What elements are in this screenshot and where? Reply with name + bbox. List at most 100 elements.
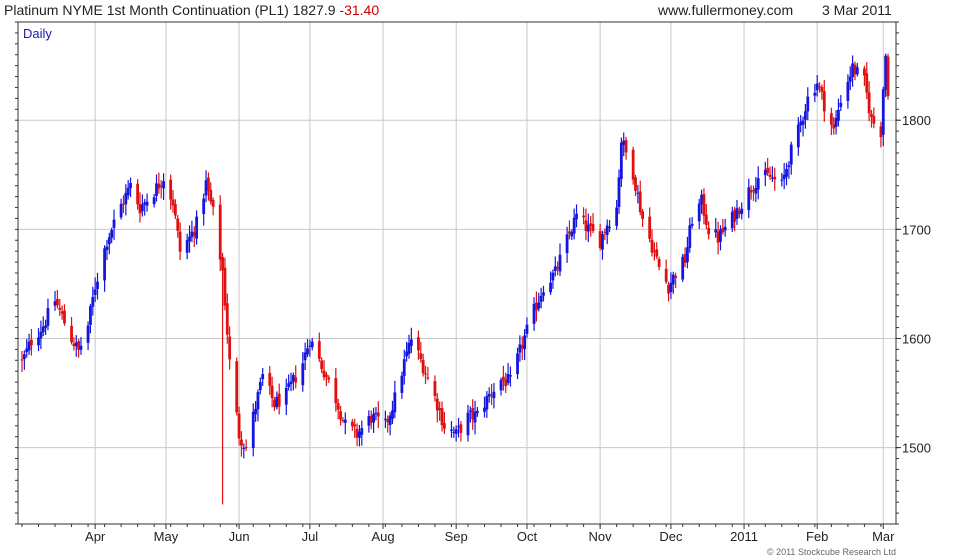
down-candle-body <box>442 423 446 429</box>
down-candle-body <box>822 91 826 112</box>
up-candle-body <box>537 302 541 309</box>
up-candle-body <box>143 202 147 205</box>
instrument-name: Platinum NYME 1st Month Continuation (PL… <box>4 2 289 18</box>
down-candle-body <box>419 353 423 360</box>
up-candle-body <box>89 306 92 325</box>
up-candle-body <box>848 76 852 82</box>
copyright-notice: © 2011 Stockcube Research Ltd <box>767 547 896 557</box>
up-candle-body <box>287 383 291 387</box>
up-candle-body <box>671 274 675 285</box>
up-candle-body <box>188 236 191 242</box>
up-candle-body <box>509 375 512 377</box>
up-candle-body <box>457 426 460 428</box>
up-candle-body <box>91 296 95 307</box>
up-candle-body <box>801 120 805 125</box>
up-candle-body <box>152 197 156 205</box>
x-tick-label: Jun <box>229 529 250 544</box>
down-candle-body <box>270 385 274 399</box>
down-candle-body <box>433 381 437 397</box>
up-candle-body <box>834 117 838 127</box>
up-candle-body <box>756 178 760 190</box>
down-candle-body <box>20 359 24 361</box>
down-candle-body <box>176 218 180 231</box>
down-candle-body <box>58 307 62 310</box>
up-candle-body <box>37 337 40 346</box>
up-candle-body <box>93 289 97 295</box>
up-candle-body <box>119 203 123 218</box>
down-candle-body <box>327 377 331 380</box>
up-candle-body <box>740 208 744 214</box>
down-candle-body <box>350 421 354 427</box>
up-candle-body <box>402 359 406 376</box>
down-candle-body <box>634 177 637 191</box>
up-candle-body <box>735 208 739 219</box>
up-candle-body <box>374 412 378 414</box>
down-candle-body <box>77 341 81 350</box>
up-candle-body <box>190 231 194 238</box>
up-candle-body <box>86 325 90 343</box>
down-candle-body <box>768 174 772 177</box>
down-candle-body <box>641 211 644 219</box>
down-candle-body <box>72 343 76 347</box>
x-tick-label: Mar <box>872 529 895 544</box>
down-candle-body <box>268 372 272 386</box>
down-candle-body <box>339 411 342 420</box>
up-candle-body <box>105 246 109 251</box>
up-candle-body <box>686 247 689 263</box>
down-candle-body <box>70 325 73 343</box>
up-candle-body <box>454 429 458 434</box>
down-candle-body <box>317 341 321 359</box>
up-candle-body <box>452 431 456 433</box>
up-candle-body <box>688 225 692 248</box>
up-candle-body <box>881 89 885 135</box>
down-candle-body <box>209 189 213 202</box>
down-candle-body <box>320 360 324 370</box>
down-candle-body <box>421 359 425 374</box>
down-candle-body <box>591 224 595 231</box>
up-candle-body <box>770 177 774 179</box>
up-candle-body <box>487 393 491 397</box>
up-candle-body <box>485 395 489 410</box>
down-candle-body <box>157 183 161 189</box>
up-candle-body <box>53 301 57 306</box>
down-candle-body <box>818 86 821 88</box>
down-candle-body <box>490 395 493 397</box>
up-candle-body <box>636 192 640 194</box>
down-candle-body <box>535 302 538 311</box>
up-candle-body <box>145 201 149 206</box>
up-candle-body <box>483 407 486 412</box>
down-candle-body <box>169 179 173 200</box>
down-candle-body <box>584 220 588 231</box>
up-candle-body <box>468 410 472 412</box>
up-candle-body <box>360 428 364 435</box>
up-candle-body <box>542 292 545 296</box>
down-candle-body <box>353 424 357 427</box>
y-tick-label: 1800 <box>902 113 931 128</box>
down-candle-body <box>171 199 175 206</box>
down-candle-body <box>853 64 857 75</box>
down-candle-body <box>737 210 741 215</box>
down-candle-body <box>355 429 359 438</box>
down-candle-body <box>30 339 33 346</box>
up-candle-body <box>575 213 578 220</box>
up-candle-body <box>714 229 718 233</box>
down-candle-body <box>223 267 227 306</box>
up-candle-body <box>506 374 510 383</box>
up-candle-body <box>301 363 305 386</box>
grid-lines <box>18 22 896 524</box>
up-candle-body <box>275 396 279 408</box>
price-change: -31.40 <box>339 2 380 18</box>
down-candle-body <box>657 259 661 268</box>
down-candle-body <box>322 370 326 378</box>
down-candle-body <box>55 298 59 306</box>
last-price: 1827.9 <box>292 2 336 18</box>
down-candle-body <box>879 126 883 138</box>
up-candle-body <box>747 187 751 211</box>
up-candle-body <box>763 169 767 176</box>
up-candle-body <box>242 448 246 450</box>
up-candle-body <box>558 254 562 272</box>
down-candle-body <box>235 361 239 413</box>
down-candle-body <box>225 303 229 335</box>
up-candle-body <box>391 410 394 419</box>
